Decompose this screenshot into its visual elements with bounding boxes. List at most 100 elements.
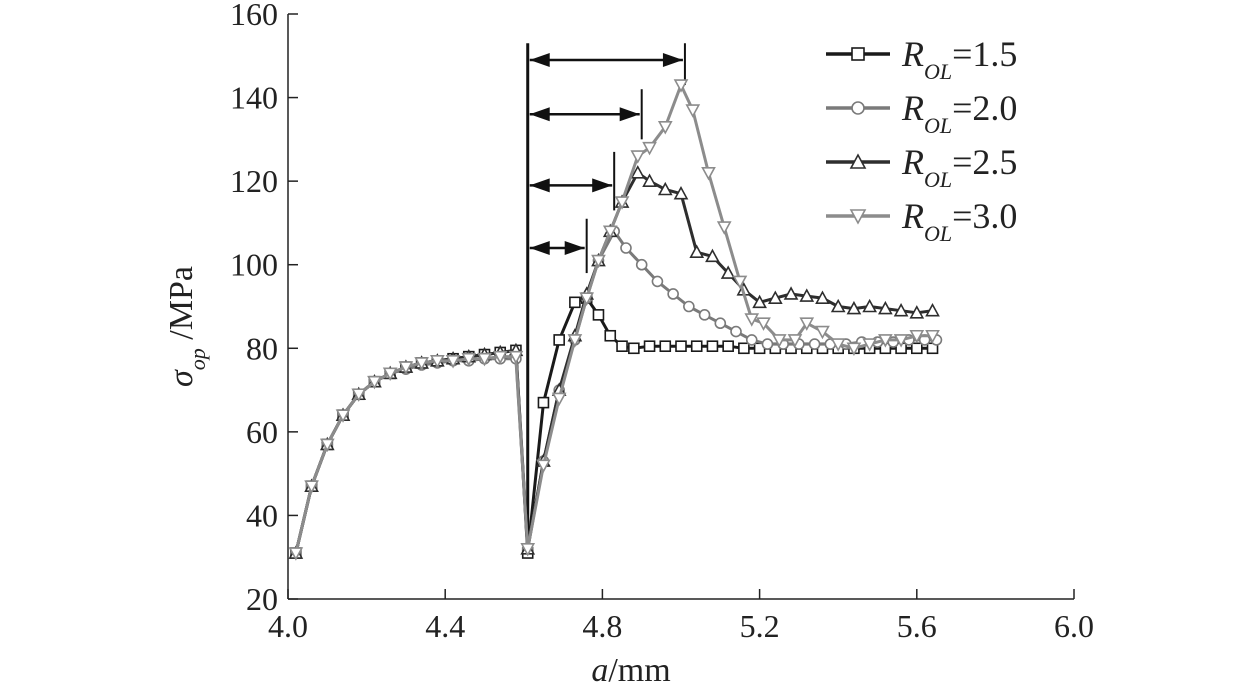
- data-point: [492, 350, 508, 365]
- data-point: [771, 334, 787, 348]
- annotation-arrow: [529, 43, 686, 86]
- data-point: [592, 309, 605, 321]
- y-axis-label-symbol: σ: [163, 369, 200, 387]
- data-point: [675, 340, 687, 352]
- data-point: [744, 313, 760, 327]
- legend-label: ROL=1.5: [901, 34, 1017, 84]
- annotation-arrow: [529, 151, 616, 211]
- data-point: [698, 309, 711, 321]
- legend-item: ROL=1.5: [826, 34, 1017, 84]
- arrow-head-right: [619, 107, 640, 122]
- data-point: [690, 340, 703, 352]
- data-point: [830, 338, 846, 352]
- arrow-head-right: [564, 241, 585, 255]
- data-point: [643, 340, 656, 352]
- data-point: [851, 47, 865, 61]
- data-point: [808, 338, 821, 350]
- data-point: [799, 317, 815, 331]
- series-line: [294, 229, 937, 554]
- data-point: [567, 334, 583, 348]
- data-point: [657, 121, 673, 135]
- arrow-head-left: [529, 178, 550, 193]
- data-point: [799, 288, 815, 302]
- data-point: [382, 367, 398, 382]
- data-point: [367, 375, 382, 390]
- legend-label: ROL=2.0: [901, 88, 1017, 138]
- legend-label: ROL=3.0: [901, 196, 1017, 246]
- data-point: [752, 294, 767, 309]
- data-point: [722, 340, 734, 352]
- data-point: [520, 543, 536, 557]
- data-point: [925, 329, 940, 344]
- annotation-arrow: [529, 89, 643, 140]
- series-s15: [290, 292, 939, 559]
- data-point: [730, 325, 742, 338]
- data-point: [319, 438, 335, 453]
- data-point: [335, 409, 351, 423]
- data-point: [909, 305, 925, 319]
- annotations: [526, 43, 686, 549]
- x-tick-label: 4.0: [268, 608, 308, 644]
- y-tick-label: 80: [246, 330, 278, 366]
- data-point: [815, 325, 830, 340]
- data-point: [579, 292, 595, 306]
- y-axis-label-sub: op: [185, 348, 210, 370]
- series-s20: [290, 225, 943, 559]
- legend-item: ROL=2.0: [826, 88, 1017, 138]
- axes: 4.0 4.4 4.8 5.2 5.6 6.0 20 40 60 80 100 120 140 160: [230, 0, 1094, 644]
- series-group: [288, 79, 943, 561]
- x-axis-label-var: a: [591, 652, 608, 689]
- data-point: [616, 340, 628, 352]
- data-point: [862, 298, 877, 313]
- data-point: [659, 340, 672, 352]
- data-point: [714, 317, 727, 330]
- data-point: [604, 329, 617, 342]
- data-point: [602, 225, 618, 239]
- y-axis-label-unit: /MPa: [163, 266, 200, 348]
- data-point: [642, 141, 657, 156]
- data-point: [925, 303, 940, 317]
- data-point: [683, 300, 695, 313]
- data-point: [414, 357, 429, 371]
- data-point: [849, 153, 867, 169]
- data-point: [304, 480, 319, 494]
- legend-item: ROL=2.5: [826, 142, 1017, 192]
- arrow-head-left: [529, 52, 550, 67]
- data-point: [862, 338, 877, 352]
- data-point: [635, 258, 648, 271]
- data-point: [685, 104, 701, 118]
- series-s30: [288, 79, 940, 561]
- data-point: [477, 352, 492, 367]
- data-point: [745, 334, 758, 346]
- data-point: [732, 275, 748, 290]
- data-point: [705, 248, 720, 263]
- data-point: [846, 342, 862, 356]
- data-point: [461, 352, 477, 367]
- data-point: [846, 300, 862, 315]
- data-point: [445, 355, 461, 369]
- data-point: [651, 275, 664, 288]
- data-point: [756, 317, 771, 331]
- data-point: [398, 361, 414, 375]
- data-point: [910, 342, 923, 355]
- data-point: [909, 329, 925, 344]
- data-point: [893, 303, 909, 317]
- data-point: [761, 338, 774, 350]
- data-point: [738, 342, 750, 355]
- data-point: [628, 342, 640, 355]
- data-point: [878, 334, 893, 348]
- arrow-head-right: [592, 178, 613, 193]
- data-point: [815, 290, 830, 304]
- data-point: [830, 298, 846, 313]
- y-tick-label: 120: [230, 163, 278, 199]
- data-point: [878, 300, 893, 315]
- data-point: [429, 355, 445, 369]
- y-tick-label: 20: [246, 581, 278, 617]
- y-axis-label: σop /MPa: [163, 266, 210, 387]
- data-point: [849, 209, 867, 225]
- data-point: [767, 290, 783, 304]
- data-point: [673, 79, 689, 93]
- data-point: [536, 459, 551, 473]
